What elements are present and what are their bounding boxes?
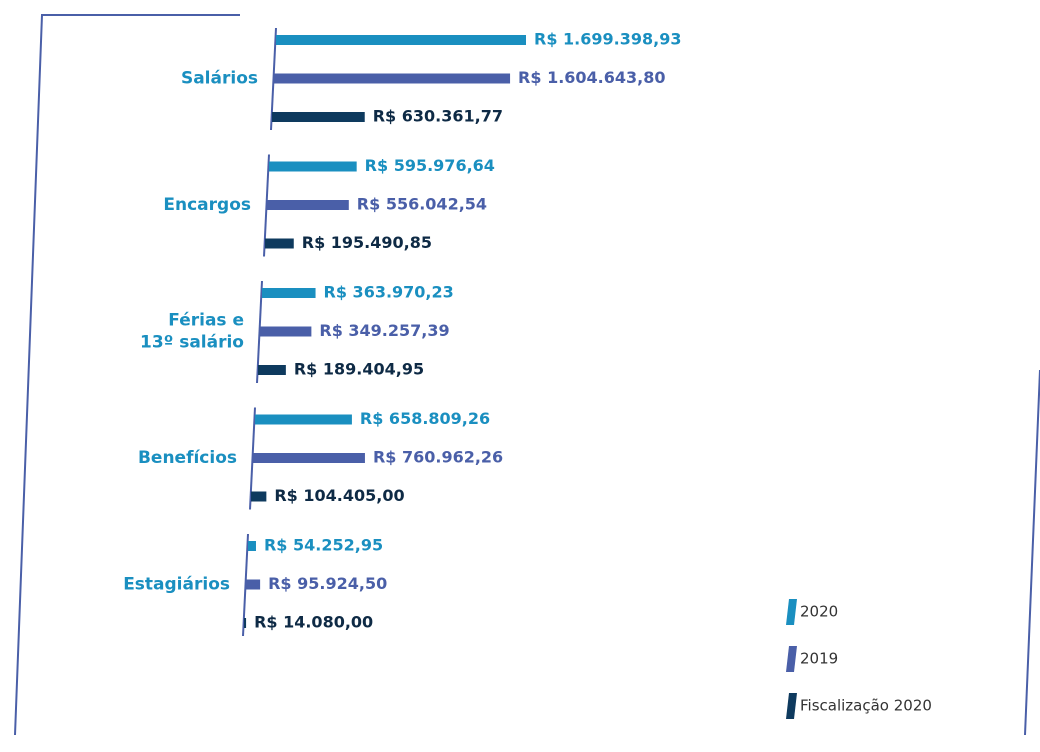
- value-label: R$ 195.490,85: [302, 233, 432, 252]
- category-label: Benefícios: [138, 448, 237, 468]
- category-axis: [263, 154, 270, 257]
- legend-label: 2020: [800, 603, 838, 621]
- bar: [255, 414, 352, 425]
- bar: [260, 326, 312, 337]
- bar: [269, 161, 357, 172]
- category-label: Encargos: [163, 195, 251, 215]
- bar: [251, 491, 267, 502]
- value-label: R$ 760.962,26: [373, 448, 503, 467]
- bar: [248, 541, 256, 551]
- value-label: R$ 189.404,95: [294, 360, 424, 379]
- value-label: R$ 54.252,95: [264, 536, 383, 555]
- value-label: R$ 658.809,26: [360, 409, 490, 428]
- legend-swatch: [786, 693, 797, 719]
- frame-left: [14, 14, 240, 736]
- legend-swatch: [786, 646, 797, 672]
- bar: [244, 618, 247, 628]
- value-label: R$ 556.042,54: [357, 195, 487, 214]
- bar: [262, 288, 316, 298]
- category-label: Estagiários: [123, 575, 230, 595]
- legend-label: 2019: [800, 650, 838, 668]
- category-axis: [270, 27, 277, 131]
- category-label: Férias e: [168, 311, 244, 331]
- legend-swatch: [786, 599, 797, 625]
- bar: [265, 238, 294, 249]
- value-label: R$ 630.361,77: [373, 107, 503, 126]
- bar: [274, 73, 511, 84]
- value-label: R$ 363.970,23: [324, 283, 454, 302]
- bar: [258, 365, 286, 375]
- value-label: R$ 1.604.643,80: [518, 68, 665, 87]
- bar: [276, 35, 526, 45]
- bar: [272, 112, 365, 122]
- value-label: R$ 104.405,00: [274, 486, 404, 505]
- value-label: R$ 95.924,50: [268, 574, 387, 593]
- category-label: 13º salário: [140, 333, 244, 353]
- value-label: R$ 595.976,64: [365, 156, 495, 175]
- frame-right: [1024, 369, 1040, 736]
- value-label: R$ 1.699.398,93: [534, 30, 681, 49]
- category-axis: [242, 533, 249, 637]
- category-axis: [256, 280, 263, 384]
- category-axis: [249, 407, 256, 510]
- value-label: R$ 349.257,39: [319, 321, 449, 340]
- bar: [267, 200, 349, 210]
- bar: [253, 453, 365, 463]
- legend-label: Fiscalização 2020: [800, 697, 932, 715]
- bar: [246, 579, 261, 590]
- value-label: R$ 14.080,00: [254, 613, 373, 632]
- category-label: Salários: [181, 69, 258, 89]
